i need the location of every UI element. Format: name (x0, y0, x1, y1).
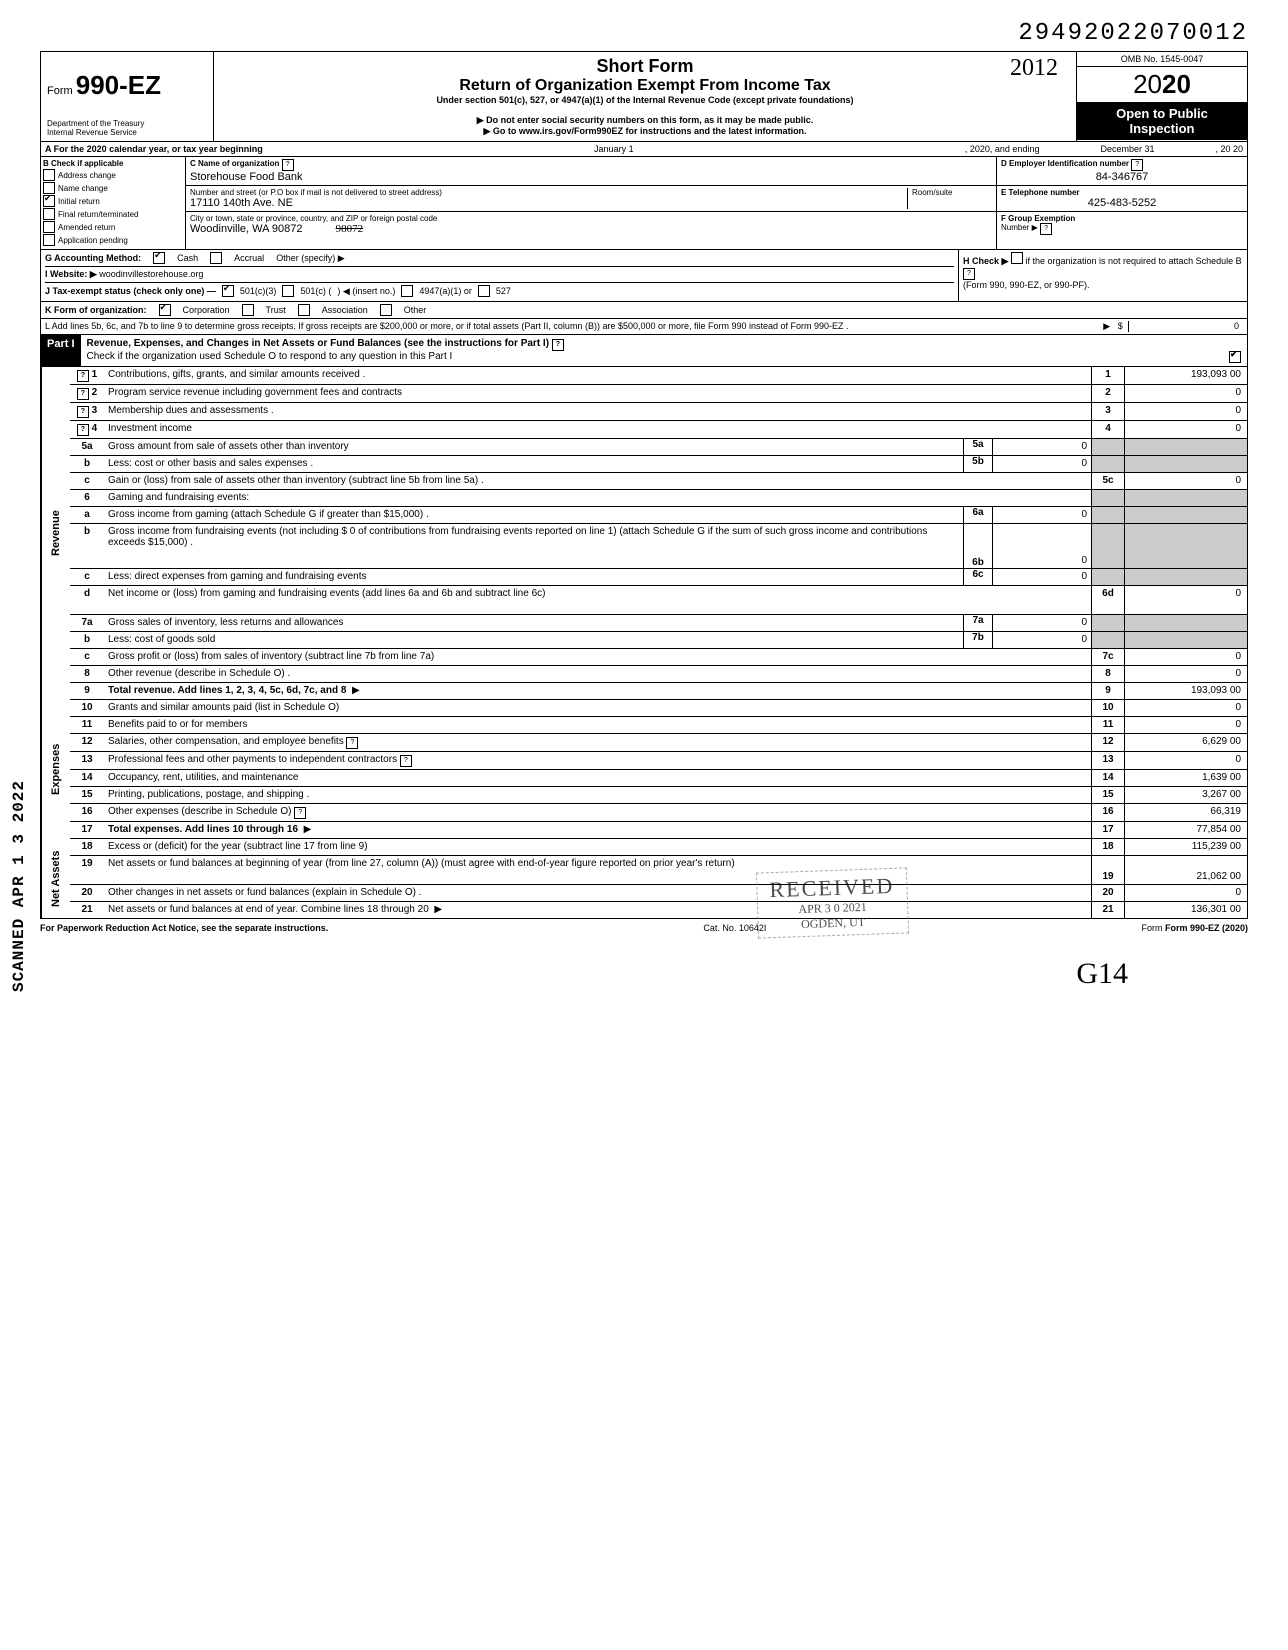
cb-final-return[interactable] (43, 208, 55, 220)
help-icon[interactable]: ? (282, 159, 294, 171)
net-assets-section: Net Assets 18Excess or (deficit) for the… (40, 839, 1248, 919)
line6d-amount: 0 (1124, 586, 1247, 614)
row-l: L Add lines 5b, 6c, and 7b to line 9 to … (40, 319, 1248, 335)
help-icon[interactable]: ? (552, 339, 564, 351)
line1-amount: 193,093 00 (1124, 367, 1247, 384)
subtitle: Under section 501(c), 527, or 4947(a)(1)… (222, 95, 1068, 105)
note-instructions: Go to www.irs.gov/Form990EZ for instruct… (222, 126, 1068, 137)
cb-501c3[interactable] (222, 285, 234, 297)
line6c-amount: 0 (992, 569, 1091, 585)
line15-amount: 3,267 00 (1124, 787, 1247, 803)
dept-label: Department of the Treasury (47, 119, 207, 128)
row-k: K Form of organization: Corporation Trus… (40, 302, 1248, 319)
cb-corporation[interactable] (159, 304, 171, 316)
note-ssn: Do not enter social security numbers on … (222, 115, 1068, 126)
form-header: Form 990-EZ Department of the Treasury I… (40, 51, 1248, 142)
help-icon[interactable]: ? (77, 388, 89, 400)
line8-amount: 0 (1124, 666, 1247, 682)
telephone: 425-483-5252 (1001, 197, 1243, 209)
help-icon[interactable]: ? (346, 737, 358, 749)
row-a-tax-year: A For the 2020 calendar year, or tax yea… (40, 142, 1248, 157)
omb-number: OMB No. 1545-0047 (1077, 52, 1247, 67)
cb-amended[interactable] (43, 221, 55, 233)
line7c-amount: 0 (1124, 649, 1247, 665)
irs-label: Internal Revenue Service (47, 128, 207, 137)
cb-schedule-o[interactable] (1229, 351, 1241, 363)
line18-amount: 115,239 00 (1124, 839, 1247, 855)
line6b-amount: 0 (992, 524, 1091, 568)
line2-amount: 0 (1124, 385, 1247, 402)
line7a-amount: 0 (992, 615, 1091, 631)
help-icon[interactable]: ? (963, 268, 975, 280)
part1-header: Part I Revenue, Expenses, and Changes in… (40, 335, 1248, 367)
help-icon[interactable]: ? (77, 406, 89, 418)
expenses-label: Expenses (41, 700, 70, 839)
line4-amount: 0 (1124, 421, 1247, 438)
line3-amount: 0 (1124, 403, 1247, 420)
line9-amount: 193,093 00 (1124, 683, 1247, 699)
cb-trust[interactable] (242, 304, 254, 316)
handwritten-year: 2012 (1010, 55, 1058, 82)
cb-527[interactable] (478, 285, 490, 297)
cb-accrual[interactable] (210, 252, 222, 264)
line11-amount: 0 (1124, 717, 1247, 733)
cb-4947[interactable] (401, 285, 413, 297)
line14-amount: 1,639 00 (1124, 770, 1247, 786)
revenue-label: Revenue (41, 367, 70, 700)
cb-association[interactable] (298, 304, 310, 316)
line17-amount: 77,854 00 (1124, 822, 1247, 838)
help-icon[interactable]: ? (1040, 223, 1052, 235)
line5b-amount: 0 (992, 456, 1091, 472)
line19-amount: 21,062 00 (1124, 856, 1247, 884)
line16-amount: 66,319 (1124, 804, 1247, 821)
short-form-label: Short Form (222, 56, 1068, 77)
main-title: Return of Organization Exempt From Incom… (222, 77, 1068, 95)
line21-amount: 136,301 00 (1124, 902, 1247, 918)
cb-pending[interactable] (43, 234, 55, 246)
line5c-amount: 0 (1124, 473, 1247, 489)
expenses-section: Expenses 10Grants and similar amounts pa… (40, 700, 1248, 839)
line7b-amount: 0 (992, 632, 1091, 648)
line13-amount: 0 (1124, 752, 1247, 769)
website: woodinvillestorehouse.org (99, 269, 203, 279)
cb-other-org[interactable] (380, 304, 392, 316)
received-stamp: RECEIVED APR 3 0 2021 OGDEN, UT (756, 867, 909, 938)
help-icon[interactable]: ? (77, 424, 89, 436)
line6a-amount: 0 (992, 507, 1091, 523)
cb-schedule-b[interactable] (1011, 252, 1023, 264)
scanned-stamp: SCANNED APR 1 3 2022 (10, 780, 28, 992)
help-icon[interactable]: ? (294, 807, 306, 819)
handwritten-initials: G14 (40, 937, 1248, 991)
tax-year: 2020 (1077, 67, 1247, 102)
form-number: Form 990-EZ (47, 70, 207, 101)
footer: For Paperwork Reduction Act Notice, see … (40, 919, 1248, 937)
revenue-section: Revenue ? 1Contributions, gifts, grants,… (40, 367, 1248, 700)
city-state-zip: Woodinville, WA 90872 98072 (190, 223, 992, 235)
section-b: B Check if applicable Address change Nam… (40, 157, 1248, 250)
line20-amount: 0 (1124, 885, 1247, 901)
inspection-box: Open to Public Inspection (1077, 102, 1247, 140)
line5a-amount: 0 (992, 439, 1091, 455)
line10-amount: 0 (1124, 700, 1247, 716)
line12-amount: 6,629 00 (1124, 734, 1247, 751)
b-label: B Check if applicable (43, 159, 183, 168)
org-name: Storehouse Food Bank (190, 171, 992, 183)
row-g-h: G Accounting Method: Cash Accrual Other … (40, 250, 1248, 302)
cb-initial-return[interactable] (43, 195, 55, 207)
cb-address-change[interactable] (43, 169, 55, 181)
net-assets-label: Net Assets (41, 839, 70, 918)
help-icon[interactable]: ? (1131, 159, 1143, 171)
ein: 84-346767 (1001, 171, 1243, 183)
street-address: 17110 140th Ave. NE (190, 197, 907, 209)
help-icon[interactable]: ? (77, 370, 89, 382)
document-number: 29492022070012 (40, 20, 1248, 47)
line-l-amount: 0 (1128, 321, 1243, 332)
cb-cash[interactable] (153, 252, 165, 264)
cb-501c[interactable] (282, 285, 294, 297)
help-icon[interactable]: ? (400, 755, 412, 767)
